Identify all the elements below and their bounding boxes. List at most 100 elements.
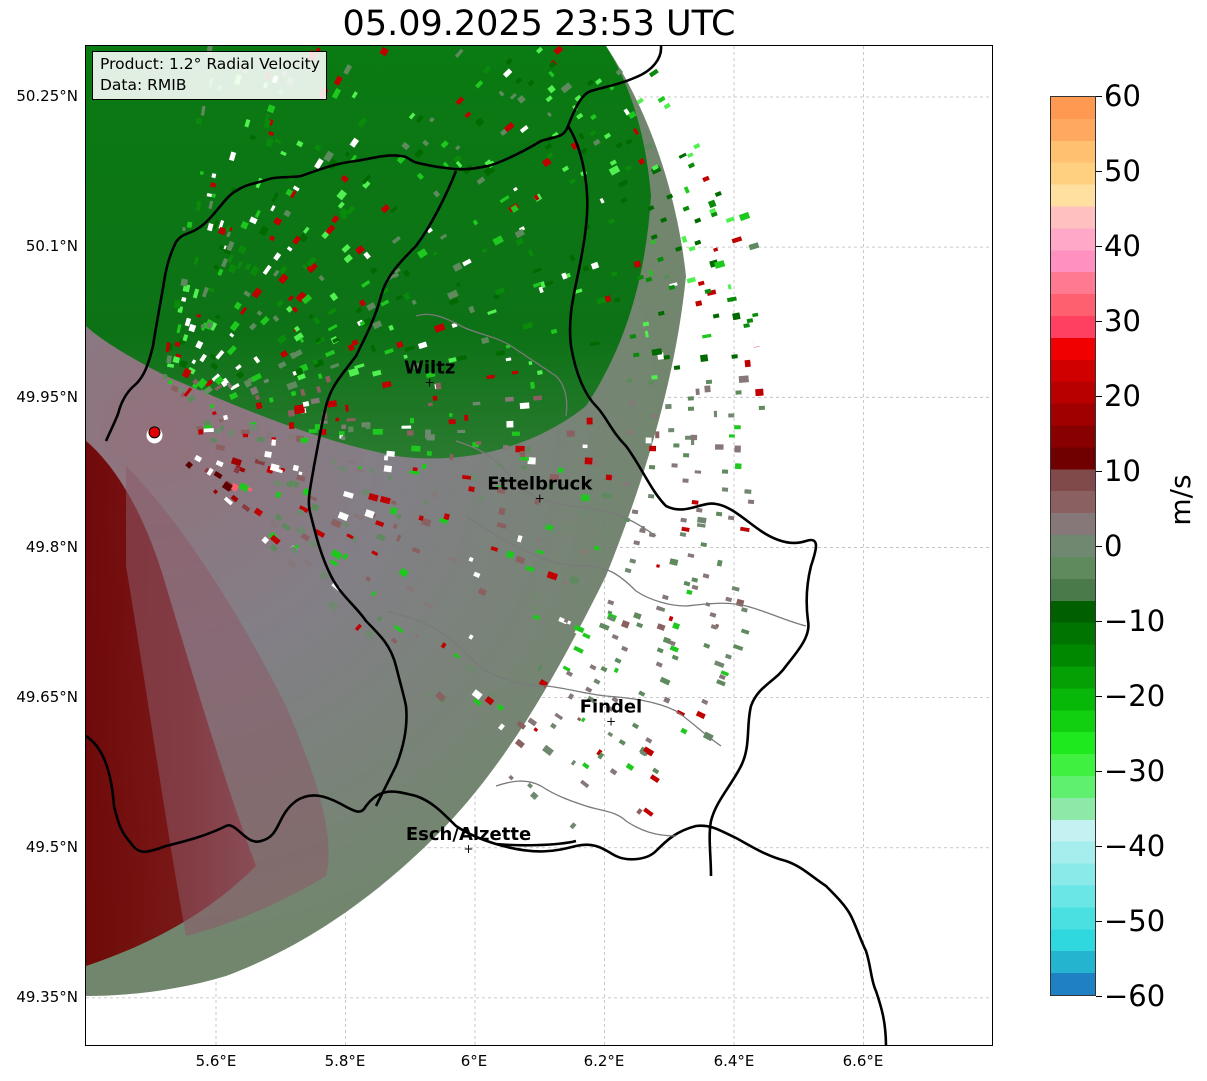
radar-bin [207,223,214,232]
colorbar-tick-mark [1096,846,1102,847]
radar-bin [687,396,694,401]
product-info-box: Product: 1.2° Radial Velocity Data: RMIB [92,51,327,100]
lat-tick: 49.95°N [16,388,78,406]
city-marker: + [606,715,616,729]
radar-bin [645,737,653,744]
radar-bin [317,373,323,380]
radar-bin [256,310,263,316]
radar-bin [438,517,449,524]
radar-bin [331,88,342,100]
radar-bin [375,520,385,528]
radar-bin [167,363,175,368]
radar-bin [545,95,553,103]
lon-tick: 6.2°E [583,1052,625,1070]
radar-bin [637,274,645,281]
radar-bin [364,509,375,519]
radar-bin [453,154,462,164]
lat-tick: 50.1°N [25,237,78,255]
radar-bin [695,710,706,720]
colorbar-tick-label: 60 [1104,79,1141,113]
radar-bin [693,142,701,150]
radar-bin [608,165,621,176]
radar-bin [327,324,338,332]
radar-bin [657,310,665,317]
radar-bin [648,464,656,470]
lon-tick: 6°E [460,1052,488,1070]
radar-bin [286,380,298,391]
radar-bin [455,160,463,168]
colorbar-tick-mark [1096,171,1102,172]
radar-bin [233,301,242,310]
radar-bin [184,317,192,327]
radar-bin [516,720,527,730]
radar-bin [493,293,500,300]
radar-bin [758,405,765,410]
colorbar-tick-label: 0 [1104,529,1123,563]
radar-bin [714,444,724,450]
radar-bin [633,260,642,268]
radar-bin [713,410,718,418]
radar-bin [702,333,712,339]
radar-bin [648,532,656,538]
radar-bin [393,624,404,634]
radar-bin [694,217,702,224]
radar-bin [162,373,168,380]
radar-bin [676,709,686,717]
radar-bin [496,486,506,494]
radar-bin [227,254,234,264]
radar-bin [359,320,366,326]
radar-bin [679,532,687,538]
radar-bin [498,507,506,516]
radar-bin [593,545,600,551]
radar-bin [414,632,420,639]
radar-bin [312,358,325,369]
radar-site-marker[interactable] [148,426,161,439]
radar-bin [292,235,302,245]
radar-bin [203,428,214,433]
radar-bin [371,550,379,557]
radar-bin [379,46,389,57]
radar-bin [515,555,526,565]
radar-bin [731,586,740,592]
radar-bin [348,426,354,433]
radar-bin [578,132,585,140]
lat-tick: 49.35°N [16,988,78,1006]
radar-bin [456,354,468,362]
radar-bin [370,344,377,353]
radar-bin [415,115,424,124]
radar-bin [747,499,755,505]
radar-bin [387,474,393,481]
radar-bin [673,365,681,370]
radar-bin [269,543,279,553]
radar-bin [298,233,309,243]
radar-bin [700,542,708,548]
radar-bin [651,348,663,356]
radar-bin [494,287,506,296]
radar-bin [527,457,536,465]
colorbar-tick-mark [1096,546,1102,547]
radar-bin [239,306,248,316]
radar-bin [344,151,351,157]
radar-bin [172,356,181,364]
radar-bin [308,313,314,320]
radar-bin [697,280,705,286]
colorbar-tick-label: −10 [1104,604,1166,638]
radar-bin [180,278,188,287]
radar-bin [440,140,449,149]
radar-bin [209,440,214,447]
radar-bin [668,761,676,769]
radar-bin [482,65,491,74]
radar-bin [532,267,542,274]
radar-bin [217,268,224,276]
border-lines [86,46,888,1045]
radar-bin [638,158,646,165]
radar-bin [492,235,504,246]
radar-map[interactable]: + Wiltz + Ettelbruck + Findel + Esch/Alzette [85,45,993,1046]
radar-bin [435,691,446,702]
radar-bin [656,623,666,631]
radar-bin [593,678,601,685]
radar-bin [412,362,421,370]
radar-bin [638,690,646,697]
radar-bin [700,512,709,519]
radar-bin [269,534,281,545]
